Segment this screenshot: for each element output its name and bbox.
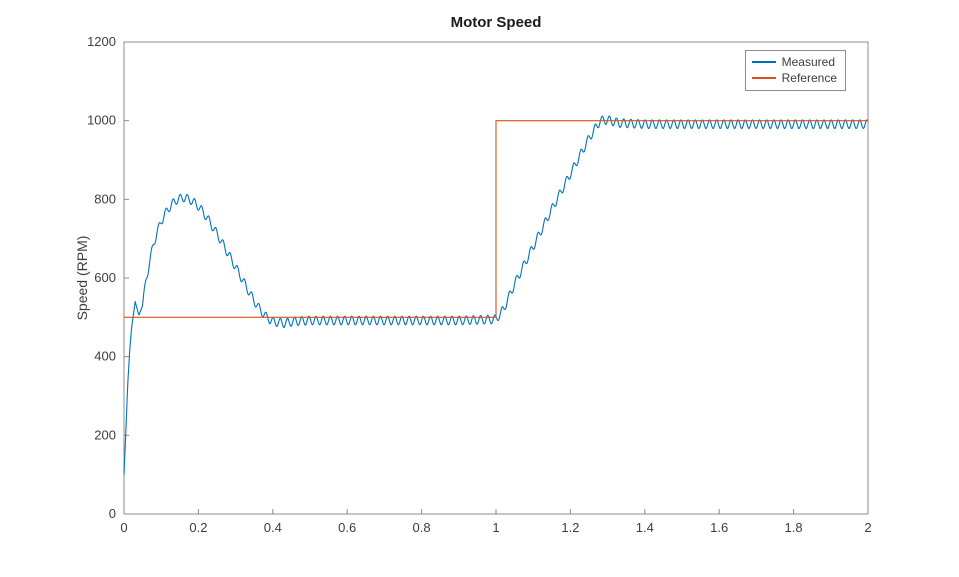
x-tick-label: 0.8: [413, 520, 431, 535]
y-tick-label: 0: [109, 506, 116, 521]
y-tick-label: 600: [94, 270, 116, 285]
x-tick-label: 1.2: [561, 520, 579, 535]
x-tick-label: 1.8: [785, 520, 803, 535]
legend-label-reference: Reference: [781, 71, 837, 85]
x-tick-label: 1: [492, 520, 499, 535]
chart-title: Motor Speed: [450, 14, 542, 31]
y-tick-label: 400: [94, 349, 116, 364]
x-tick-label: 0: [120, 520, 127, 535]
x-tick-label: 1.6: [710, 520, 728, 535]
x-tick-label: 0.6: [338, 520, 356, 535]
legend-entry-measured: Measured: [751, 54, 837, 70]
x-tick-label: 0.2: [189, 520, 207, 535]
y-tick-label: 1000: [87, 113, 116, 128]
legend: Measured Reference: [744, 50, 846, 91]
legend-line-sample-reference: [751, 77, 776, 79]
legend-line-sample-measured: [751, 61, 776, 63]
legend-entry-reference: Reference: [751, 70, 837, 86]
legend-label-measured: Measured: [781, 55, 835, 69]
x-tick-label: 2: [864, 520, 871, 535]
y-tick-label: 800: [94, 191, 116, 206]
series-line-reference: [124, 120, 868, 318]
y-tick-label: 1200: [87, 34, 116, 49]
x-tick-label: 1.4: [636, 520, 654, 535]
x-tick-label: 0.4: [264, 520, 282, 535]
y-tick-label: 200: [94, 427, 116, 442]
